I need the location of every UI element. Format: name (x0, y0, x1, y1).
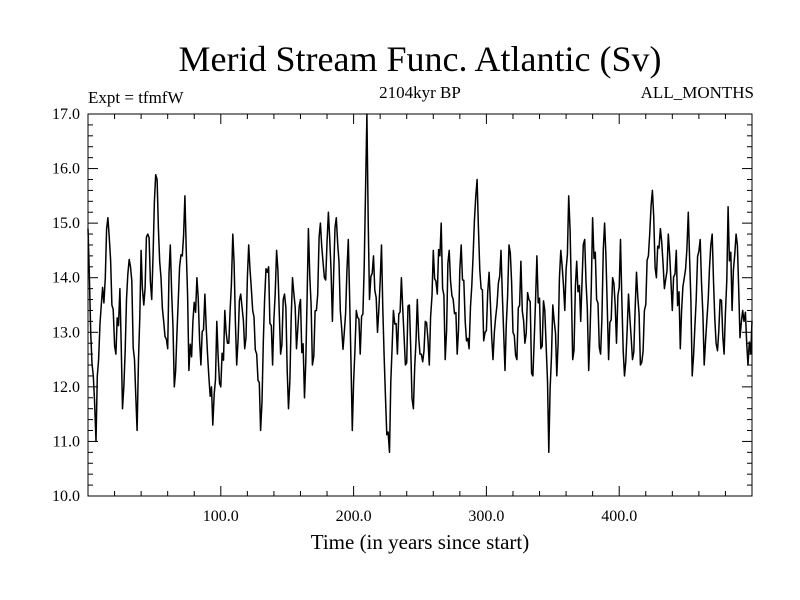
x-tick-label: 400.0 (601, 508, 637, 525)
y-axis: 10.0 11.0 12.0 13.0 14.0 15.0 16.0 17.0 (52, 106, 752, 505)
series-line (87, 113, 753, 454)
x-tick-label: 100.0 (203, 508, 239, 525)
y-tick-label: 14.0 (52, 270, 80, 287)
y-tick-label: 13.0 (52, 324, 80, 341)
y-tick-label: 11.0 (53, 433, 80, 450)
x-axis: 100.0 200.0 300.0 400.0 (114, 114, 726, 525)
y-tick-label: 17.0 (52, 106, 80, 123)
plot-frame (87, 113, 753, 497)
y-tick-label: 16.0 (52, 161, 80, 178)
x-tick-label: 300.0 (468, 508, 504, 525)
chart-subtitle: 2104kyr BP (379, 83, 461, 102)
chart-title: Merid Stream Func. Atlantic (Sv) (178, 39, 662, 79)
y-tick-label: 10.0 (52, 488, 80, 505)
y-tick-label: 12.0 (52, 379, 80, 396)
months-annotation: ALL_MONTHS (640, 83, 754, 102)
y-tick-label: 15.0 (52, 215, 80, 232)
x-axis-label: Time (in years since start) (310, 530, 530, 554)
experiment-annotation: Expt = tfmfW (88, 88, 184, 107)
x-tick-label: 200.0 (336, 508, 372, 525)
